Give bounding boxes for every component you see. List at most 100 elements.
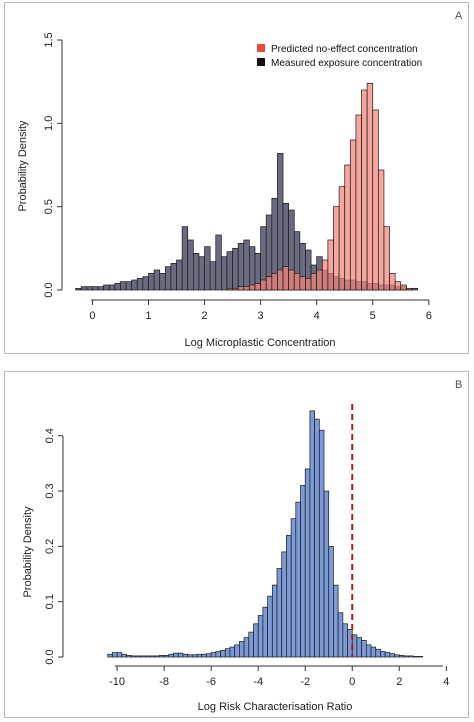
bar — [154, 655, 160, 658]
bar — [182, 653, 188, 658]
bar — [293, 272, 301, 291]
bar — [116, 652, 123, 658]
bar — [321, 259, 329, 291]
bar — [232, 247, 239, 291]
bar — [163, 654, 170, 658]
bar — [337, 612, 344, 658]
bar — [237, 242, 245, 291]
bar — [417, 656, 424, 658]
bar — [328, 546, 334, 658]
bar — [181, 226, 189, 291]
bar — [383, 226, 390, 291]
y-tick-label: 0.2 — [44, 539, 56, 554]
bar — [125, 281, 133, 291]
y-tick-label: 0.1 — [44, 594, 56, 609]
y-tick-label: 0.0 — [43, 282, 55, 297]
x-axis-title: Log Microplastic Concentration — [184, 337, 335, 349]
bar — [356, 637, 363, 658]
bar — [299, 276, 306, 291]
x-tick-label: -10 — [109, 676, 125, 688]
bar — [149, 655, 156, 658]
bar — [288, 269, 295, 291]
bar — [361, 89, 368, 291]
bar — [282, 266, 289, 291]
bar — [375, 648, 381, 658]
bar — [135, 655, 141, 658]
x-tick-label: 4 — [443, 676, 449, 688]
bar — [316, 269, 323, 291]
x-tick-label: 1 — [145, 310, 151, 322]
histogram-a: A 0.0 0.5 1.0 1.5 0 1 2 3 4 5 6 Log Microplastic … — [17, 10, 463, 349]
bar — [286, 534, 292, 658]
bar — [277, 152, 284, 291]
bar — [86, 286, 93, 291]
bar — [305, 277, 312, 291]
bar — [114, 282, 121, 291]
bar — [411, 287, 418, 291]
legend-label-predicted: Predicted no-effect concentration — [271, 44, 418, 55]
bar — [361, 640, 367, 658]
bar — [136, 277, 144, 291]
bar — [249, 246, 256, 291]
bar — [226, 251, 233, 291]
bar — [295, 501, 301, 658]
bar — [310, 272, 318, 291]
bar — [342, 623, 348, 658]
bar — [112, 652, 118, 658]
bar — [349, 139, 357, 291]
x-tick-label: 6 — [426, 310, 432, 322]
bar — [220, 650, 226, 658]
bar — [260, 279, 267, 291]
panel-label-a: A — [455, 10, 463, 22]
bar — [215, 651, 221, 658]
bar — [384, 652, 391, 658]
panel-label-b: B — [455, 379, 462, 391]
x-ticks: -10 -8 -6 -4 -2 0 2 4 — [109, 666, 449, 688]
bar — [192, 654, 198, 658]
y-tick-label: 1.0 — [43, 116, 55, 131]
bar — [243, 286, 250, 291]
bar — [232, 287, 239, 291]
bar — [333, 584, 339, 658]
bar — [318, 429, 325, 658]
bar — [159, 272, 166, 291]
bar — [206, 653, 212, 658]
x-tick-label: 2 — [396, 676, 402, 688]
bar — [372, 109, 379, 291]
bar — [148, 272, 155, 291]
bar — [226, 287, 233, 291]
bar — [309, 410, 315, 658]
bar — [107, 653, 113, 658]
bar — [204, 246, 211, 291]
bar — [300, 485, 306, 658]
bar — [140, 655, 146, 658]
bar — [271, 584, 278, 658]
panel-b: B 0.0 0.1 0.2 0.3 0.4 -10 -8 -6 -4 -2 0 2 4 Log Ris… — [4, 371, 469, 718]
y-axis-title: Probability Density — [17, 120, 29, 212]
bar — [192, 252, 200, 291]
bar — [224, 648, 231, 658]
bar — [198, 256, 205, 291]
bar — [229, 646, 236, 658]
histogram-b: B 0.0 0.1 0.2 0.3 0.4 -10 -8 -6 -4 -2 0 2 4 Log Ris… — [22, 379, 462, 713]
bar — [120, 281, 127, 291]
bar — [314, 418, 320, 658]
bar — [394, 281, 402, 291]
bar — [304, 468, 311, 658]
y-tick-label: 0.5 — [43, 199, 55, 214]
bar — [177, 652, 184, 658]
y-tick-label: 1.5 — [43, 32, 55, 47]
series-ratio-bars — [107, 410, 424, 658]
bar — [126, 654, 132, 658]
bar — [347, 628, 353, 658]
bar — [159, 654, 165, 658]
bar — [103, 284, 110, 291]
bar — [130, 655, 137, 658]
bar — [333, 206, 340, 291]
bar — [394, 654, 400, 658]
y-tick-label: 0.3 — [44, 483, 56, 498]
y-ticks: 0.0 0.1 0.2 0.3 0.4 — [44, 428, 63, 665]
bar — [338, 186, 346, 291]
bar — [144, 655, 151, 658]
x-tick-label: 5 — [370, 310, 376, 322]
